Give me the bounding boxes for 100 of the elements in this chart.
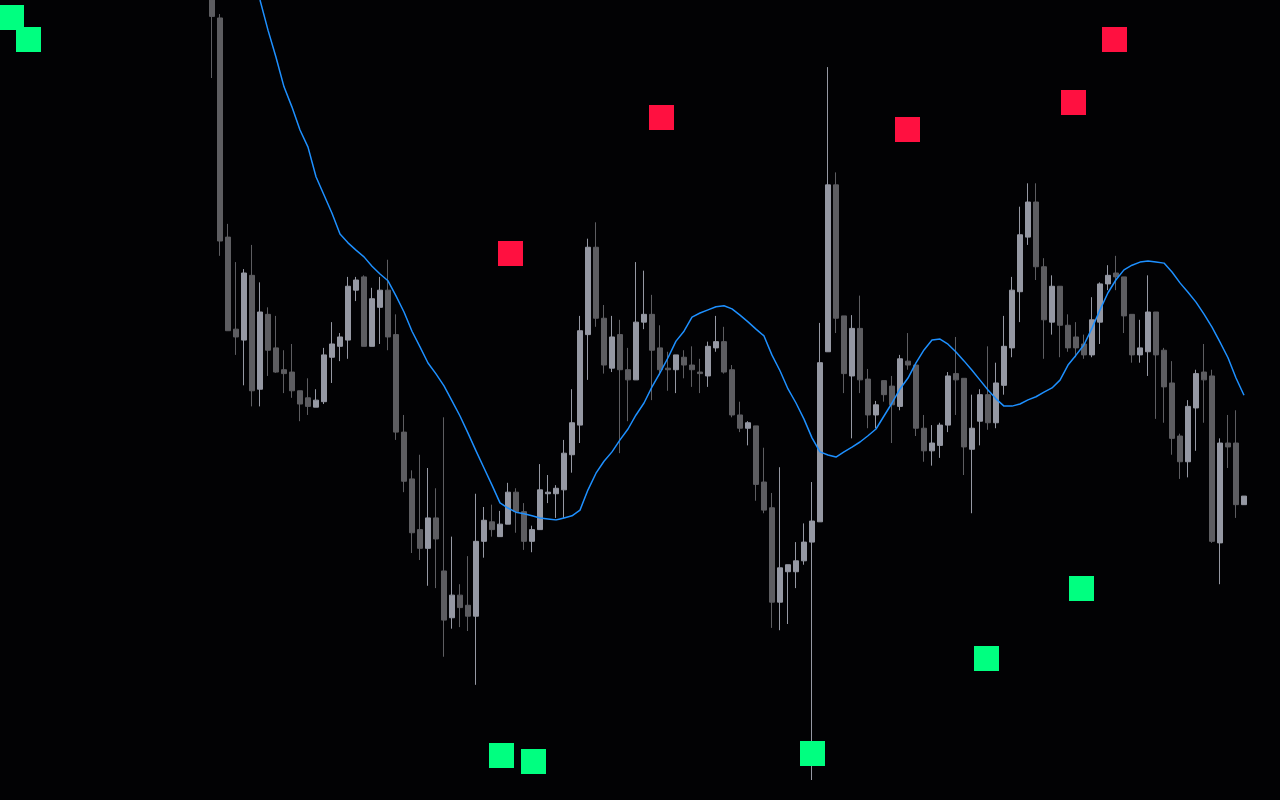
candlestick [417, 454, 423, 561]
candlestick [745, 420, 751, 446]
candlestick [953, 336, 959, 416]
candlestick [353, 276, 359, 302]
candlestick [1105, 264, 1111, 291]
candlestick [897, 354, 903, 411]
candlestick [393, 313, 399, 441]
candlestick [1177, 433, 1183, 480]
candlestick [289, 343, 295, 399]
candlestick [937, 422, 943, 459]
candlestick [257, 281, 263, 407]
candlestick [889, 375, 895, 444]
candlestick [1169, 360, 1175, 456]
candlestick [769, 492, 775, 629]
candlestick [1033, 182, 1039, 281]
candlestick [857, 295, 863, 394]
candlestick [385, 259, 391, 351]
candlestick [569, 388, 575, 474]
candlestick [921, 414, 927, 463]
candlestick [1225, 414, 1231, 469]
candlestick [529, 525, 535, 553]
candlestick [561, 439, 567, 519]
candlestick [865, 368, 871, 429]
candlestick [1017, 206, 1023, 323]
candlestick [721, 326, 727, 375]
candlestick [1001, 315, 1007, 396]
candlestick [801, 522, 807, 566]
candlestick [737, 401, 743, 433]
candlestick [433, 487, 439, 589]
candlestick [1065, 313, 1071, 353]
candlestick [377, 276, 383, 345]
candlestick [225, 223, 231, 332]
candlestick [1153, 311, 1159, 420]
candlestick [641, 270, 647, 330]
candlestick [553, 484, 559, 519]
candlestick [1049, 274, 1055, 336]
candlestick [969, 394, 975, 514]
candlestick [793, 541, 799, 589]
candlestick [441, 416, 447, 658]
candlestick [761, 447, 767, 514]
candlestick [505, 482, 511, 525]
candlestick [825, 66, 831, 353]
candlestick [809, 481, 815, 781]
candlestick [1097, 281, 1103, 345]
candlestick [281, 349, 287, 394]
candlestick [961, 377, 967, 476]
candlestick [321, 347, 327, 405]
candlestick [1161, 347, 1167, 424]
candlestick [1233, 409, 1239, 519]
candlestick [521, 502, 527, 551]
candlestick [913, 364, 919, 437]
candlestick [1041, 257, 1047, 360]
candlestick [713, 315, 719, 353]
candlestick [1121, 276, 1127, 334]
candlestick [401, 414, 407, 493]
candlestick [1009, 276, 1015, 358]
candlestick [537, 463, 543, 531]
candlestick [729, 364, 735, 418]
candlestick [425, 467, 431, 587]
candlestick [585, 238, 591, 381]
candlestick [905, 332, 911, 371]
candlestick [945, 371, 951, 433]
candlestick [297, 390, 303, 422]
candlestick [1089, 296, 1095, 358]
candlestick [985, 345, 991, 431]
candlestick [249, 244, 255, 407]
candlestick [593, 221, 599, 328]
candlestick [409, 469, 415, 554]
candlestick [305, 377, 311, 416]
candlestick [705, 341, 711, 388]
candlestick [217, 13, 223, 257]
candlestick [241, 268, 247, 386]
candlestick [1073, 321, 1079, 358]
candlestick [777, 466, 783, 631]
candlestick [689, 345, 695, 388]
candlestick [337, 332, 343, 362]
candlestick [873, 400, 879, 429]
candlestick [681, 349, 687, 379]
candlestick [265, 306, 271, 377]
candlestick [465, 555, 471, 632]
candlestick [649, 294, 655, 401]
candlestick [489, 504, 495, 538]
candlestick [273, 315, 279, 374]
candlestick [457, 583, 463, 628]
candlestick [785, 564, 791, 625]
candlestick [1113, 255, 1119, 291]
candlestick [633, 261, 639, 381]
candlestick [361, 274, 367, 347]
candlestick [513, 487, 519, 534]
candlestick [753, 425, 759, 502]
candlestick [673, 354, 679, 394]
candlestick [601, 304, 607, 375]
candlestick [665, 351, 671, 392]
candlestick [993, 362, 999, 429]
candlestick [1129, 313, 1135, 364]
candlestick [977, 388, 983, 446]
candlestick [697, 358, 703, 394]
candlestick [497, 510, 503, 538]
candlestick [1145, 274, 1151, 377]
candlestick [313, 388, 319, 408]
